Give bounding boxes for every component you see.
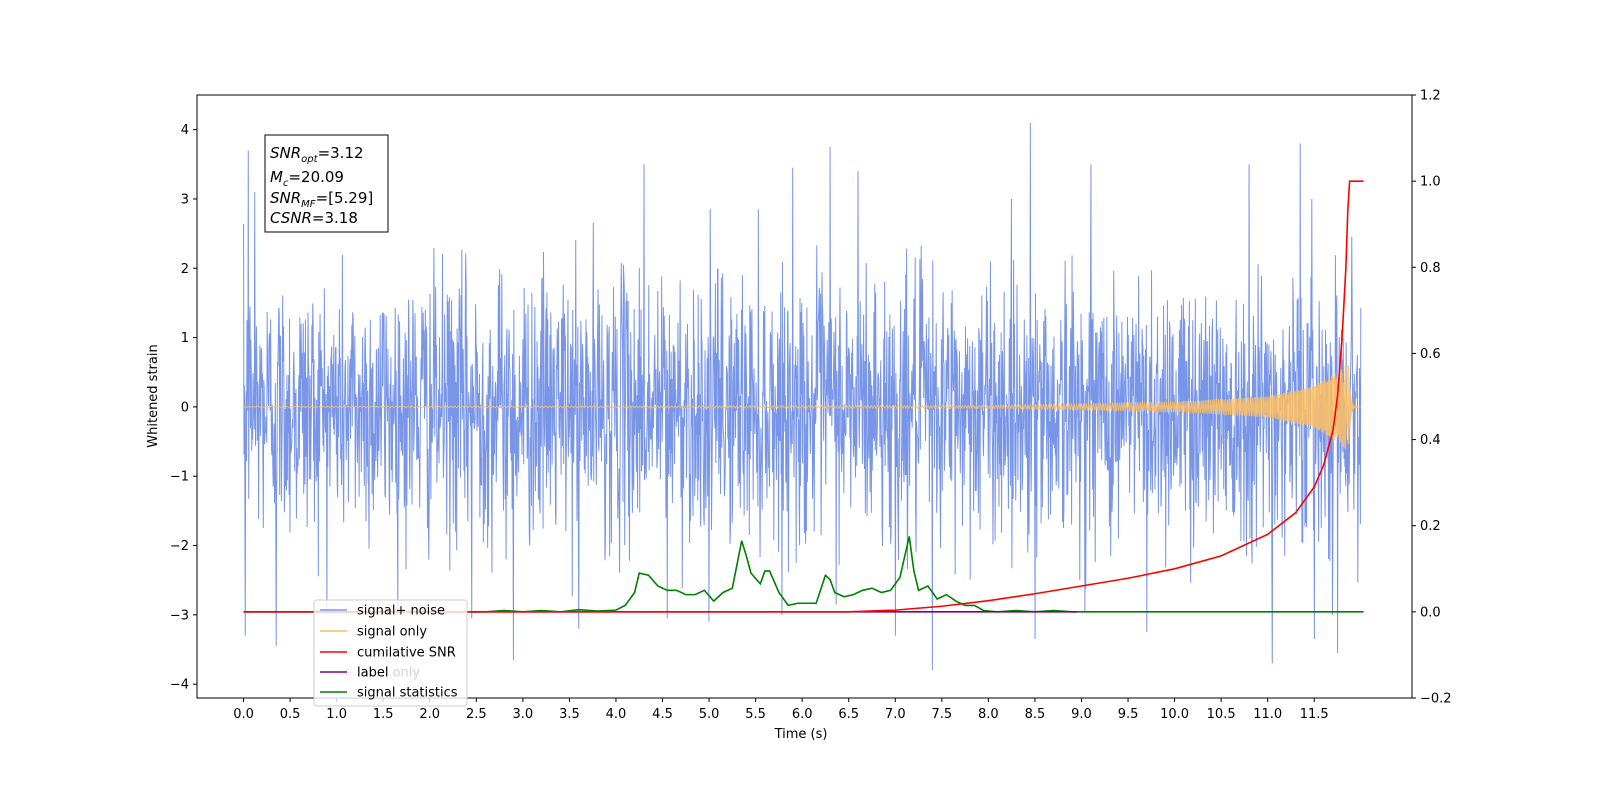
series-signal-statistics-line [243, 536, 1364, 613]
x-tick-label: 5.0 [699, 707, 720, 722]
x-tick-label: 0.0 [233, 707, 254, 722]
x-tick-label: 1.0 [326, 707, 347, 722]
annotation-mc: Mc=20.09 [270, 168, 344, 189]
legend-label: label [357, 666, 388, 681]
legend-item-label-only: label only [357, 666, 420, 681]
x-tick-label: 3.5 [559, 707, 580, 722]
x-tick-label: 4.0 [606, 707, 627, 722]
y-tick-label: 3 [181, 192, 189, 207]
legend-label: cumilative SNR [357, 646, 456, 661]
y-tick-label: 0 [181, 400, 189, 415]
x-tick-label: 2.0 [419, 707, 440, 722]
y-right-tick-label: 1.2 [1420, 89, 1441, 104]
y-tick-label: −3 [170, 608, 189, 623]
y-axis-right: −0.2 0.0 0.2 0.4 0.6 0.8 1.0 1.2 [1412, 89, 1452, 707]
series-signal-noise-line [243, 122, 1362, 671]
y-tick-label: 2 [181, 262, 189, 277]
x-tick-label: 10.0 [1160, 707, 1189, 722]
plot-layer [243, 122, 1364, 671]
x-tick-label: 6.0 [792, 707, 813, 722]
y-axis-left: −4 −3 −2 −1 0 1 2 3 4 [170, 123, 197, 693]
x-tick-label: 11.0 [1253, 707, 1282, 722]
series-cumulative-snr-line [243, 180, 1364, 613]
legend-item-signal-statistics: signal statistics [320, 686, 458, 701]
annotation-csnr: CSNR=3.18 [270, 209, 358, 227]
y-right-tick-label: 1.0 [1420, 175, 1441, 190]
y-tick-label: 1 [181, 331, 189, 346]
y-right-tick-label: 0.0 [1420, 605, 1441, 620]
x-tick-label: 4.5 [652, 707, 673, 722]
y-tick-label: 4 [181, 123, 189, 138]
y-right-tick-label: 0.2 [1420, 519, 1441, 534]
y-tick-label: −1 [170, 470, 189, 485]
legend-label: signal+ noise [357, 604, 445, 619]
y-right-tick-label: 0.6 [1420, 347, 1441, 362]
y-tick-label: −4 [170, 678, 189, 693]
x-tick-label: 8.0 [978, 707, 999, 722]
legend-label: signal only [357, 625, 427, 640]
x-tick-label: 0.5 [280, 707, 301, 722]
x-tick-label: 7.5 [931, 707, 952, 722]
y-tick-label: −2 [170, 539, 189, 554]
x-tick-label: 3.0 [513, 707, 534, 722]
x-tick-label: 8.5 [1025, 707, 1046, 722]
y-axis-label: Whitened strain [146, 344, 161, 447]
legend: signal+ noise signal only cumilative SNR la… [313, 599, 468, 707]
plot-frame [196, 94, 1413, 699]
annotation-snr-mf: SNRMF=[5.29] [270, 189, 373, 210]
x-tick-label: 5.5 [745, 707, 766, 722]
x-axis-label: Time (s) [774, 727, 828, 742]
legend-item-cumilative-snr: cumilative SNR [320, 646, 456, 661]
y-right-tick-label: 0.4 [1420, 433, 1441, 448]
x-tick-label: 7.0 [885, 707, 906, 722]
x-tick-label: 11.5 [1300, 707, 1329, 722]
x-tick-label: 9.5 [1118, 707, 1139, 722]
y-right-tick-label: 0.8 [1420, 261, 1441, 276]
legend-item-label: label [320, 666, 388, 681]
x-tick-label: 10.5 [1207, 707, 1236, 722]
legend-item-signal-noise: signal+ noise [320, 604, 445, 619]
x-tick-label: 1.5 [373, 707, 394, 722]
snr-annotation-box: SNRopt=3.12 Mc=20.09 SNRMF=[5.29] CSNR=3… [264, 134, 389, 233]
x-tick-label: 9.0 [1071, 707, 1092, 722]
x-tick-label: 6.5 [838, 707, 859, 722]
annotation-snr-opt: SNRopt=3.12 [270, 144, 364, 165]
series-signal-only-line [243, 365, 1361, 450]
y-right-tick-label: −0.2 [1420, 692, 1452, 707]
x-axis: 0.0 0.5 1.0 1.5 2.0 2.5 3.0 3.5 4.0 4.5 5.0 5.5 6.0 6… [233, 698, 1329, 722]
legend-item-signal-only: signal only [320, 625, 427, 640]
legend-label: label only [357, 666, 420, 681]
x-tick-label: 2.5 [466, 707, 487, 722]
legend-label: signal statistics [357, 686, 458, 701]
